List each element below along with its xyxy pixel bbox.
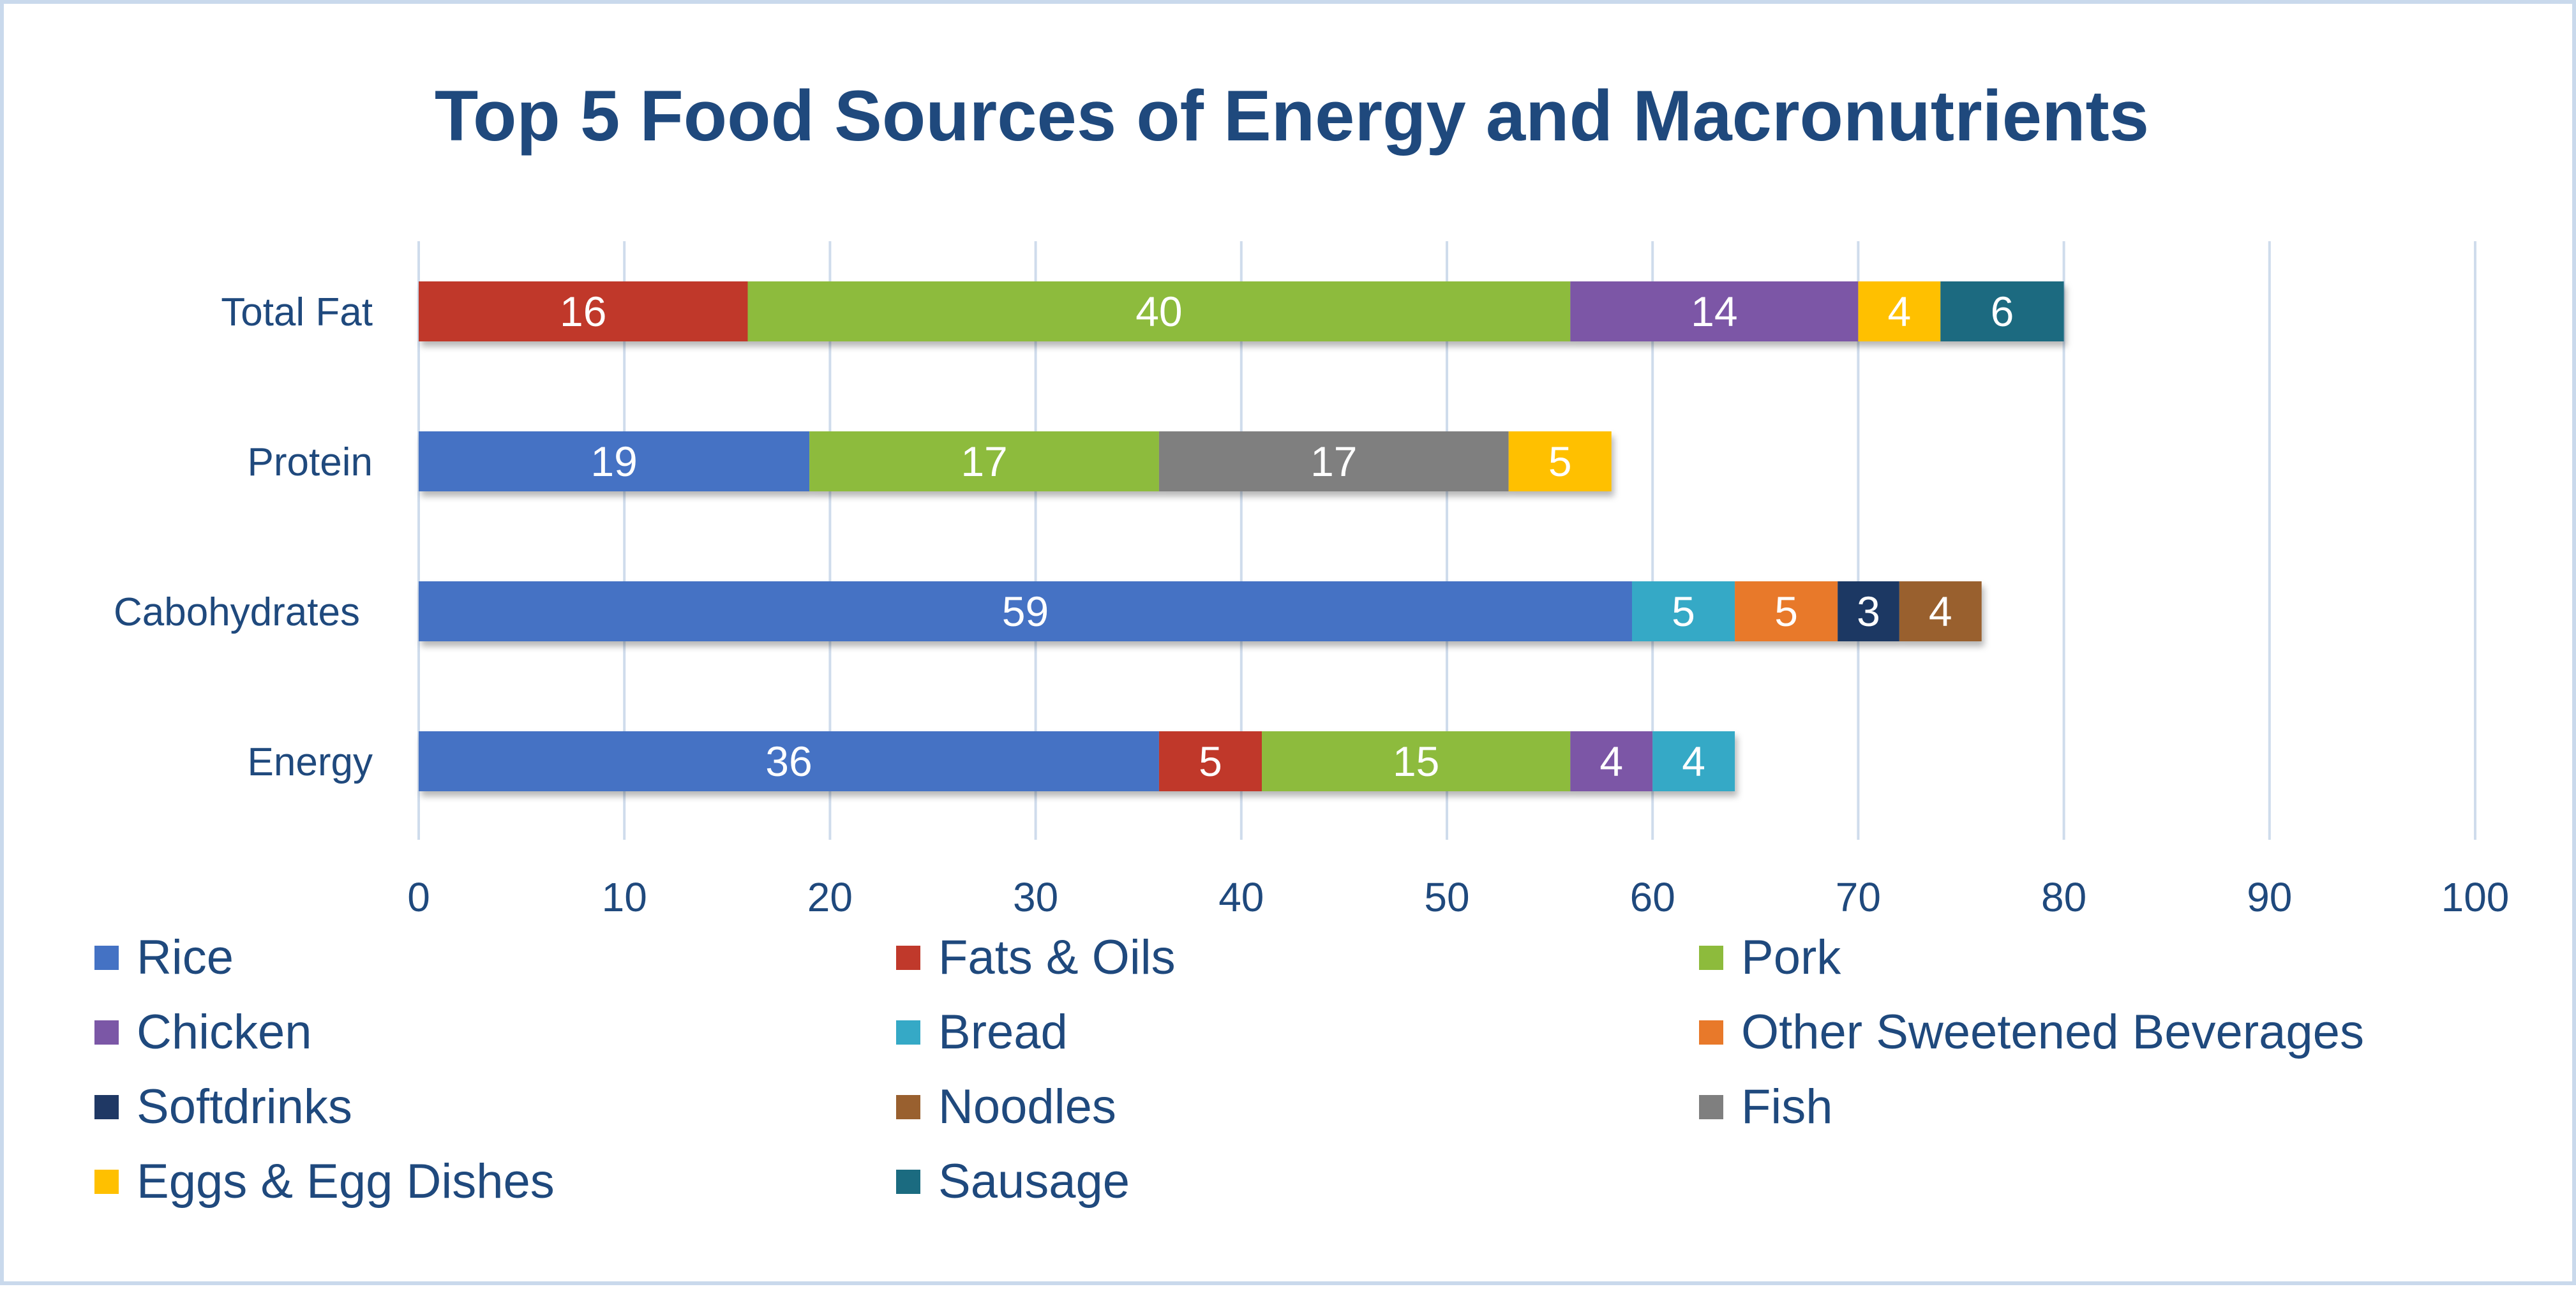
bar-segment-total-fat-fats-and-oils (419, 281, 748, 341)
bar-segment-protein-fish (1158, 431, 1509, 491)
legend-swatch-noodles (896, 1095, 920, 1119)
bar-segment-energy-chicken (1570, 731, 1653, 791)
data-label-cabohydrates-noodles: 4 (1929, 588, 1952, 635)
legend-swatch-fish (1699, 1095, 1723, 1119)
bar-segment-cabohydrates-bread (1631, 581, 1735, 641)
bar-segment-energy-rice (419, 731, 1159, 791)
data-label-energy-pork: 15 (1393, 738, 1439, 785)
bar-segment-total-fat-sausage (1940, 281, 2064, 341)
category-label-energy: Energy (248, 740, 373, 784)
legend-swatch-chicken (94, 1020, 119, 1045)
legend-label-softdrinks: Softdrinks (137, 1080, 352, 1134)
data-label-protein-eggs-and-egg-dishes: 5 (1548, 438, 1572, 485)
legend-item-sausage: Sausage (896, 1154, 1130, 1209)
legend-swatch-sausage (896, 1170, 920, 1194)
legend-swatch-bread (896, 1020, 920, 1045)
bar-segment-energy-fats-and-oils (1158, 731, 1262, 791)
legend-label-pork: Pork (1741, 930, 1841, 985)
legend-label-eggs-and-egg-dishes: Eggs & Egg Dishes (137, 1154, 555, 1209)
bar-segment-total-fat-chicken (1570, 281, 1859, 341)
bar-segment-protein-rice (419, 431, 810, 491)
bars-layer (419, 281, 2064, 791)
data-label-total-fat-eggs-and-egg-dishes: 4 (1887, 288, 1911, 335)
category-label-total-fat: Total Fat (221, 290, 373, 334)
chart-svg: Top 5 Food Sources of Energy and Macronu… (94, 76, 2509, 1209)
bar-segment-total-fat-pork (747, 281, 1571, 341)
data-label-cabohydrates-other-sweetened-beverages: 5 (1774, 588, 1798, 635)
x-tick-label: 20 (807, 874, 853, 920)
legend-label-fats-and-oils: Fats & Oils (938, 930, 1176, 985)
legend-label-bread: Bread (938, 1005, 1068, 1059)
legend-item-rice: Rice (94, 930, 234, 985)
legend-swatch-other-sweetened-beverages (1699, 1020, 1723, 1045)
data-label-protein-rice: 19 (590, 438, 637, 485)
legend-swatch-eggs-and-egg-dishes (94, 1170, 119, 1194)
x-tick-label: 80 (2041, 874, 2086, 920)
bar-segment-protein-pork (809, 431, 1159, 491)
data-label-protein-fish: 17 (1310, 438, 1357, 485)
x-tick-label: 10 (602, 874, 647, 920)
category-label-protein: Protein (248, 440, 373, 484)
bar-labels-layer: 16 40 14 4 6 19 17 17 5 59 5 5 3 4 36 5 15 4 4 (560, 288, 2014, 785)
legend-label-noodles: Noodles (938, 1080, 1116, 1134)
data-label-total-fat-fats-and-oils: 16 (560, 288, 606, 335)
x-tick-label: 30 (1013, 874, 1058, 920)
data-label-total-fat-pork: 40 (1135, 288, 1182, 335)
data-label-total-fat-chicken: 14 (1691, 288, 1737, 335)
legend-item-chicken: Chicken (94, 1005, 312, 1059)
bar-segment-cabohydrates-noodles (1899, 581, 1982, 641)
data-label-total-fat-sausage: 6 (1991, 288, 2014, 335)
bar-segment-cabohydrates-softdrinks (1838, 581, 1899, 641)
x-tick-label: 100 (2441, 874, 2510, 920)
bar-segment-cabohydrates-rice (419, 581, 1632, 641)
data-label-energy-rice: 36 (765, 738, 812, 785)
legend-item-eggs-and-egg-dishes: Eggs & Egg Dishes (94, 1154, 555, 1209)
x-tick-label: 50 (1424, 874, 1469, 920)
legend-item-pork: Pork (1699, 930, 1841, 985)
bar-segment-cabohydrates-other-sweetened-beverages (1735, 581, 1838, 641)
data-label-energy-bread: 4 (1682, 738, 1705, 785)
data-label-energy-chicken: 4 (1599, 738, 1623, 785)
legend-item-other-sweetened-beverages: Other Sweetened Beverages (1699, 1005, 2364, 1059)
data-label-energy-fats-and-oils: 5 (1199, 738, 1222, 785)
legend-item-noodles: Noodles (896, 1080, 1116, 1134)
legend-label-sausage: Sausage (938, 1154, 1130, 1209)
x-tick-label: 90 (2247, 874, 2292, 920)
legend-swatch-fats-and-oils (896, 946, 920, 970)
legend-item-softdrinks: Softdrinks (94, 1080, 352, 1134)
category-label-cabohydrates: Cabohydrates (114, 590, 360, 634)
data-label-cabohydrates-bread: 5 (1672, 588, 1695, 635)
legend-item-fats-and-oils: Fats & Oils (896, 930, 1176, 985)
legend-swatch-pork (1699, 946, 1723, 970)
legend-label-fish: Fish (1741, 1080, 1833, 1134)
category-labels-layer: Total Fat Protein Cabohydrates Energy (114, 290, 373, 784)
legend-label-other-sweetened-beverages: Other Sweetened Beverages (1741, 1005, 2364, 1059)
bar-segment-protein-eggs-and-egg-dishes (1508, 431, 1612, 491)
data-label-cabohydrates-softdrinks: 3 (1857, 588, 1880, 635)
legend-item-bread: Bread (896, 1005, 1068, 1059)
chart-title: Top 5 Food Sources of Energy and Macronu… (435, 76, 2149, 156)
legend-layer: Rice Fats & Oils Pork Chicken Bread Other Swe… (94, 930, 2364, 1209)
legend-label-chicken: Chicken (137, 1005, 312, 1059)
x-tick-label: 40 (1218, 874, 1264, 920)
x-tick-label: 70 (1836, 874, 1881, 920)
bar-segment-energy-bread (1652, 731, 1735, 791)
x-tick-label: 0 (407, 874, 430, 920)
legend-swatch-softdrinks (94, 1095, 119, 1119)
bar-segment-energy-pork (1262, 731, 1571, 791)
data-label-protein-pork: 17 (961, 438, 1007, 485)
x-tick-label: 60 (1630, 874, 1675, 920)
tick-labels-layer: 0 10 20 30 40 50 60 70 80 90 100 (407, 874, 2509, 920)
legend-item-fish: Fish (1699, 1080, 1833, 1134)
data-label-cabohydrates-rice: 59 (1002, 588, 1049, 635)
legend-swatch-rice (94, 946, 119, 970)
legend-label-rice: Rice (137, 930, 234, 985)
bar-segment-total-fat-eggs-and-egg-dishes (1858, 281, 1941, 341)
